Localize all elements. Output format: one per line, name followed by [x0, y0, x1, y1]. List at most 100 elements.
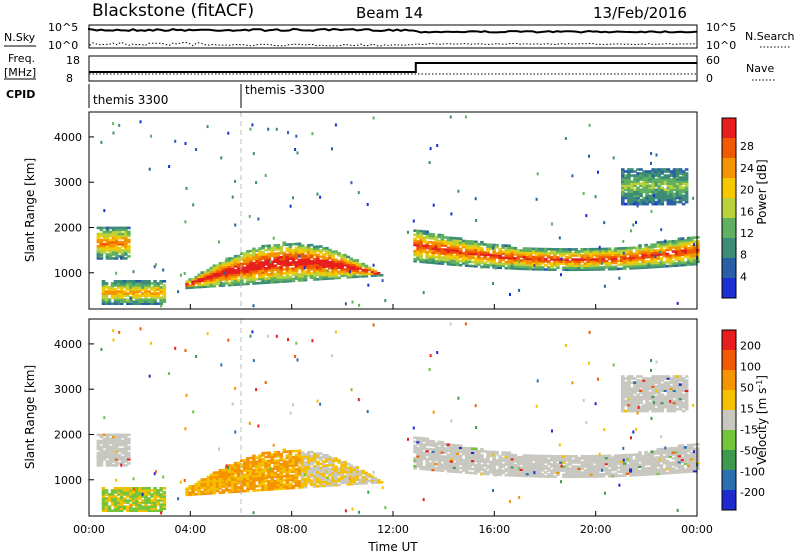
power-cell: [519, 259, 524, 262]
power-cell: [498, 252, 502, 255]
power-cell: [141, 280, 145, 283]
velocity-cell: [492, 460, 496, 464]
velocity-cell: [534, 460, 539, 464]
velocity-cell: [621, 399, 625, 403]
velocity-cell: [577, 459, 581, 462]
power-cell: [641, 262, 645, 265]
power-noise-cell: [344, 302, 347, 306]
velocity-cell: [629, 459, 633, 463]
power-cell: [144, 298, 148, 301]
power-cell: [319, 277, 323, 281]
velocity-cell: [480, 447, 484, 451]
velocity-cell: [630, 403, 634, 407]
velocity-cell: [288, 468, 293, 472]
velocity-cell: [249, 485, 253, 488]
velocity-cell: [135, 493, 139, 496]
velocity-cell: [306, 451, 311, 454]
velocity-cell: [589, 471, 594, 474]
power-cell: [455, 243, 460, 246]
power-cell: [334, 276, 338, 280]
power-cell: [636, 192, 640, 196]
velocity-cell: [471, 467, 475, 471]
velocity-cell: [328, 480, 332, 483]
velocity-cell: [636, 403, 640, 407]
velocity-cell: [580, 457, 585, 460]
power-cell: [108, 230, 113, 234]
velocity-cell: [261, 454, 265, 457]
power-cell: [349, 271, 353, 275]
velocity-cell: [642, 379, 646, 382]
velocity-cell: [642, 403, 646, 407]
power-cell: [657, 186, 662, 190]
power-cell: [540, 266, 545, 269]
power-cell: [595, 264, 600, 267]
power-cell: [312, 266, 317, 269]
velocity-cell: [586, 475, 591, 478]
power-cell: [288, 269, 293, 273]
power-cell: [635, 256, 639, 260]
power-cell: [273, 258, 277, 261]
power-cell: [659, 265, 664, 268]
power-cell: [102, 230, 107, 234]
power-cell: [636, 190, 640, 194]
power-cell: [630, 188, 634, 192]
velocity-cell: [119, 489, 124, 492]
velocity-cell: [468, 467, 472, 471]
velocity-cell: [598, 460, 603, 464]
power-cell: [544, 264, 548, 267]
velocity-cell: [159, 493, 163, 496]
velocity-cell: [562, 457, 566, 460]
velocity-cell: [522, 468, 527, 472]
velocity-cell: [489, 470, 493, 474]
power-cell: [684, 198, 689, 202]
velocity-cell: [480, 468, 484, 471]
velocity-cell: [471, 453, 475, 456]
velocity-cell: [325, 468, 329, 471]
power-cell: [243, 276, 247, 280]
power-cell: [678, 200, 683, 204]
power-cell: [110, 292, 115, 295]
velocity-cell: [122, 493, 127, 496]
velocity-cell: [340, 465, 344, 468]
power-cell: [525, 259, 530, 263]
power-cell: [580, 264, 585, 267]
power-noise-cell: [475, 219, 478, 222]
power-noise-cell: [601, 261, 604, 265]
velocity-cell: [627, 387, 631, 390]
velocity-cell: [607, 468, 612, 472]
power-noise-cell: [603, 221, 606, 225]
power-cell: [663, 180, 668, 183]
power-cell: [659, 251, 664, 254]
power-cell: [129, 280, 133, 283]
velocity-cell: [677, 464, 682, 468]
power-cell: [559, 250, 563, 253]
power-cell: [325, 271, 329, 274]
power-cell: [132, 296, 136, 299]
power-noise-cell: [154, 263, 157, 267]
velocity-cell: [206, 482, 211, 485]
velocity-cell: [519, 474, 524, 478]
velocity-cell: [212, 489, 217, 493]
power-cell: [477, 263, 481, 266]
velocity-cell: [595, 467, 600, 470]
velocity-cell: [255, 460, 259, 464]
velocity-cell: [258, 478, 262, 482]
power-cell: [276, 268, 281, 271]
power-noise-cell: [422, 291, 425, 295]
velocity-cell: [659, 464, 664, 467]
power-cell: [641, 250, 645, 253]
velocity-cell: [249, 481, 253, 484]
velocity-cell: [104, 503, 109, 506]
power-cell: [489, 257, 493, 261]
power-cell: [645, 188, 649, 192]
velocity-cell: [132, 495, 136, 498]
power-cell: [102, 234, 107, 238]
power-cell: [671, 262, 676, 265]
power-cell: [531, 255, 536, 259]
velocity-cell: [416, 436, 420, 440]
velocity-cell: [221, 476, 226, 480]
power-cell: [672, 182, 677, 185]
power-cell: [669, 200, 674, 204]
velocity-cell: [325, 455, 329, 459]
power-cell: [334, 258, 338, 262]
